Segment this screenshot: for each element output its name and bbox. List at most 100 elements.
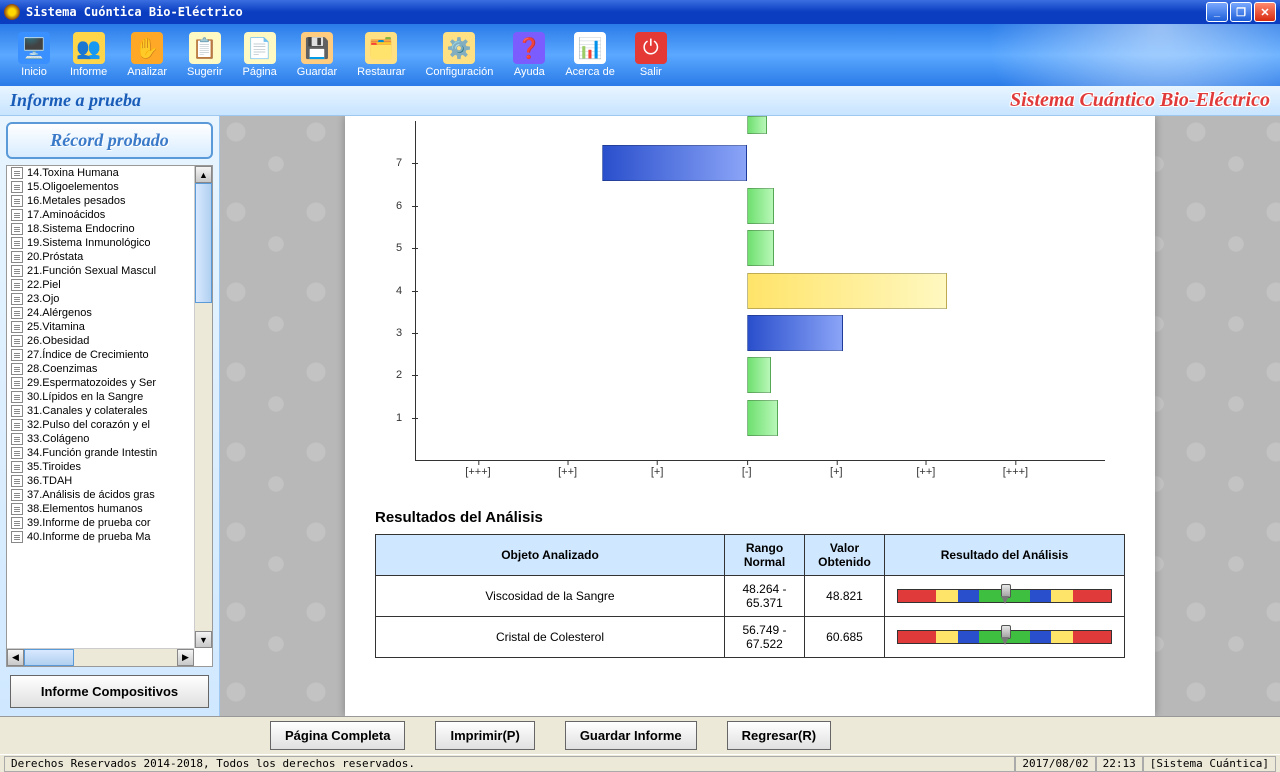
toolbar-label: Guardar bbox=[297, 66, 337, 78]
toolbar-informe[interactable]: 👥Informe bbox=[60, 30, 117, 80]
sidebar-title: Récord probado bbox=[6, 122, 213, 159]
results-title: Resultados del Análisis bbox=[375, 509, 1125, 526]
list-item[interactable]: 30.Lípidos en la Sangre bbox=[7, 390, 194, 404]
list-item[interactable]: 14.Toxina Humana bbox=[7, 166, 194, 180]
pagina-icon: 📄 bbox=[244, 32, 276, 64]
list-item[interactable]: 21.Función Sexual Mascul bbox=[7, 264, 194, 278]
cell-result bbox=[885, 617, 1125, 658]
toolbar-inicio[interactable]: 🖥️Inicio bbox=[8, 30, 60, 80]
y-tick: 2 bbox=[396, 369, 402, 381]
list-item[interactable]: 36.TDAH bbox=[7, 474, 194, 488]
scroll-left-icon[interactable]: ◀ bbox=[7, 649, 24, 666]
document-icon bbox=[11, 181, 23, 193]
hscroll-thumb[interactable] bbox=[24, 649, 74, 666]
bottom-bar: Página Completa Imprimir(P) Guardar Inform… bbox=[0, 716, 1280, 754]
list-item-label: 30.Lípidos en la Sangre bbox=[27, 391, 143, 403]
list-item[interactable]: 17.Aminoácidos bbox=[7, 208, 194, 222]
list-item[interactable]: 16.Metales pesados bbox=[7, 194, 194, 208]
document-icon bbox=[11, 209, 23, 221]
list-item[interactable]: 35.Tiroides bbox=[7, 460, 194, 474]
regresar-button[interactable]: Regresar(R) bbox=[727, 721, 831, 750]
analizar-icon: ✋ bbox=[131, 32, 163, 64]
toolbar-pagina[interactable]: 📄Página bbox=[233, 30, 287, 80]
y-tick: 6 bbox=[396, 200, 402, 212]
list-item-label: 26.Obesidad bbox=[27, 335, 89, 347]
window-title: Sistema Cuóntica Bio-Eléctrico bbox=[26, 5, 1206, 19]
list-item[interactable]: 40.Informe de prueba Ma bbox=[7, 530, 194, 544]
imprimir-button[interactable]: Imprimir(P) bbox=[435, 721, 534, 750]
scroll-up-icon[interactable]: ▲ bbox=[195, 166, 212, 183]
page-title: Informe a prueba bbox=[10, 90, 141, 111]
toolbar-configuracion[interactable]: ⚙️Configuración bbox=[415, 30, 503, 80]
scroll-down-icon[interactable]: ▼ bbox=[195, 631, 212, 648]
list-item[interactable]: 15.Oligoelementos bbox=[7, 180, 194, 194]
chart: 1234567[+++][++][+][-][+][++][+++] bbox=[375, 116, 1125, 491]
list-item[interactable]: 33.Colágeno bbox=[7, 432, 194, 446]
chart-bar bbox=[747, 357, 771, 393]
list-item[interactable]: 34.Función grande Intestin bbox=[7, 446, 194, 460]
list-item-label: 24.Alérgenos bbox=[27, 307, 92, 319]
toolbar-guardar[interactable]: 💾 Guardar bbox=[287, 30, 347, 80]
list-item[interactable]: 18.Sistema Endocrino bbox=[7, 222, 194, 236]
brand-title: Sistema Cuántico Bio-Eléctrico bbox=[1010, 89, 1270, 112]
list-item[interactable]: 25.Vitamina bbox=[7, 320, 194, 334]
guardar-icon: 💾 bbox=[301, 32, 333, 64]
list-item[interactable]: 19.Sistema Inmunológico bbox=[7, 236, 194, 250]
x-tick: [++] bbox=[916, 466, 935, 478]
list-item[interactable]: 20.Próstata bbox=[7, 250, 194, 264]
toolbar-sugerir[interactable]: 📋Sugerir bbox=[177, 30, 232, 80]
list-item[interactable]: 27.Índice de Crecimiento bbox=[7, 348, 194, 362]
y-tick: 4 bbox=[396, 285, 402, 297]
guardar-informe-button[interactable]: Guardar Informe bbox=[565, 721, 697, 750]
toolbar-restaurar[interactable]: 🗂️Restaurar bbox=[347, 30, 415, 80]
scroll-thumb[interactable] bbox=[195, 183, 212, 303]
document-icon bbox=[11, 503, 23, 515]
list-item-label: 23.Ojo bbox=[27, 293, 59, 305]
maximize-button[interactable]: ❐ bbox=[1230, 2, 1252, 22]
toolbar-analizar[interactable]: ✋Analizar bbox=[117, 30, 177, 80]
table-header: Rango Normal bbox=[725, 535, 805, 576]
list-item[interactable]: 39.Informe de prueba cor bbox=[7, 516, 194, 530]
list-item[interactable]: 38.Elementos humanos bbox=[7, 502, 194, 516]
toolbar-acerca[interactable]: 📊Acerca de bbox=[555, 30, 625, 80]
list-item[interactable]: 26.Obesidad bbox=[7, 334, 194, 348]
list-item-label: 40.Informe de prueba Ma bbox=[27, 531, 151, 543]
list-item[interactable]: 29.Espermatozoides y Ser bbox=[7, 376, 194, 390]
toolbar-label: Restaurar bbox=[357, 66, 405, 78]
document-icon bbox=[11, 475, 23, 487]
informe-compositivos-button[interactable]: Informe Compositivos bbox=[10, 675, 209, 708]
document-icon bbox=[11, 461, 23, 473]
list-item[interactable]: 31.Canales y colaterales bbox=[7, 404, 194, 418]
scroll-right-icon[interactable]: ▶ bbox=[177, 649, 194, 666]
list-item[interactable]: 23.Ojo bbox=[7, 292, 194, 306]
toolbar-label: Informe bbox=[70, 66, 107, 78]
list-item[interactable]: 22.Piel bbox=[7, 278, 194, 292]
y-tick: 7 bbox=[396, 157, 402, 169]
document-icon bbox=[11, 237, 23, 249]
document-icon bbox=[11, 223, 23, 235]
toolbar-ayuda[interactable]: ❓Ayuda bbox=[503, 30, 555, 80]
toolbar-salir[interactable]: ⏻Salir bbox=[625, 30, 677, 80]
cell-result bbox=[885, 576, 1125, 617]
list-item-label: 34.Función grande Intestin bbox=[27, 447, 157, 459]
table-row: Cristal de Colesterol56.749 - 67.52260.6… bbox=[376, 617, 1125, 658]
list-item-label: 28.Coenzimas bbox=[27, 363, 97, 375]
sidebar: Récord probado 14.Toxina Humana15.Oligoe… bbox=[0, 116, 220, 716]
toolbar-label: Acerca de bbox=[565, 66, 615, 78]
document-icon bbox=[11, 489, 23, 501]
list-item[interactable]: 24.Alérgenos bbox=[7, 306, 194, 320]
document-icon bbox=[11, 321, 23, 333]
list-item[interactable]: 37.Análisis de ácidos gras bbox=[7, 488, 194, 502]
cell-obj: Viscosidad de la Sangre bbox=[376, 576, 725, 617]
minimize-button[interactable]: _ bbox=[1206, 2, 1228, 22]
sidebar-hscroll[interactable]: ◀ ▶ bbox=[7, 648, 194, 666]
y-tick: 1 bbox=[396, 412, 402, 424]
main-toolbar: 🖥️Inicio👥Informe✋Analizar📋Sugerir📄Página… bbox=[0, 24, 1280, 86]
list-item[interactable]: 32.Pulso del corazón y el bbox=[7, 418, 194, 432]
list-item[interactable]: 28.Coenzimas bbox=[7, 362, 194, 376]
sidebar-vscroll[interactable]: ▲ ▼ bbox=[194, 166, 212, 648]
close-button[interactable]: ✕ bbox=[1254, 2, 1276, 22]
pagina-completa-button[interactable]: Página Completa bbox=[270, 721, 405, 750]
list-item-label: 29.Espermatozoides y Ser bbox=[27, 377, 156, 389]
result-marker-icon bbox=[999, 625, 1011, 645]
